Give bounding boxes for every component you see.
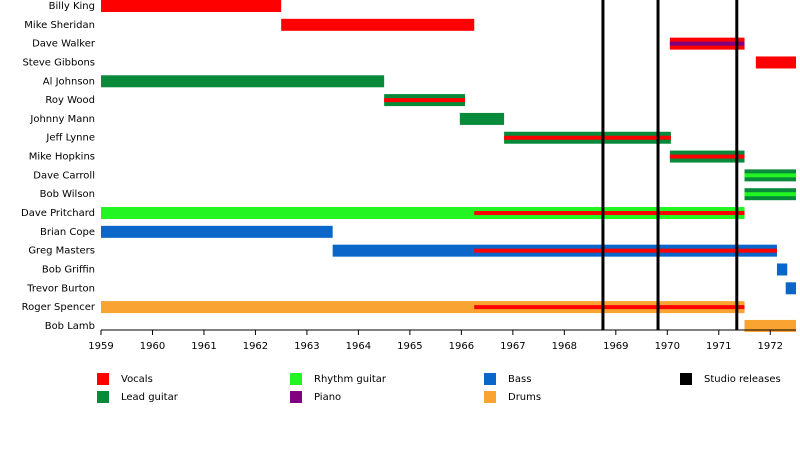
secondary-role-bar xyxy=(744,192,796,197)
member-name: Bob Wilson xyxy=(40,189,95,200)
member-name: Mike Sheridan xyxy=(24,20,95,31)
legend-swatch xyxy=(97,391,109,403)
secondary-role-bar xyxy=(474,248,777,253)
member-name: Roy Wood xyxy=(45,95,95,106)
legend-swatch xyxy=(680,373,692,385)
legend-label: Piano xyxy=(314,392,341,403)
member-name: Brian Cope xyxy=(40,227,95,238)
member-name: Roger Spencer xyxy=(22,302,96,313)
legend-label: Lead guitar xyxy=(121,392,179,403)
secondary-role-bar xyxy=(744,173,796,178)
member-name: Al Johnson xyxy=(43,76,95,87)
role-bar xyxy=(281,18,475,31)
x-tick-label: 1966 xyxy=(449,341,474,352)
legend-swatch xyxy=(290,373,302,385)
role-bar xyxy=(459,112,505,125)
role-bar xyxy=(776,263,788,276)
x-tick-label: 1960 xyxy=(140,341,165,352)
role-bar xyxy=(744,319,796,332)
x-tick-label: 1964 xyxy=(346,341,371,352)
secondary-role-bar xyxy=(669,41,745,46)
x-tick-label: 1965 xyxy=(397,341,422,352)
legend-swatch xyxy=(484,373,496,385)
member-name: Bob Lamb xyxy=(45,321,95,332)
role-bar xyxy=(755,56,796,69)
member-name: Johnny Mann xyxy=(29,114,95,125)
member-name: Mike Hopkins xyxy=(29,152,95,163)
x-tick-label: 1962 xyxy=(243,341,268,352)
member-name: Trevor Burton xyxy=(26,283,95,294)
member-name: Dave Carroll xyxy=(33,170,95,181)
member-name: Greg Masters xyxy=(28,246,95,257)
role-bar xyxy=(101,225,333,238)
member-name: Steve Gibbons xyxy=(22,57,95,68)
legend-label: Drums xyxy=(508,392,541,403)
secondary-role-bar xyxy=(474,305,745,310)
member-name: Bob Griffin xyxy=(42,264,95,275)
legend-swatch xyxy=(290,391,302,403)
x-tick-label: 1967 xyxy=(500,341,525,352)
x-tick-label: 1959 xyxy=(88,341,113,352)
x-tick-label: 1970 xyxy=(655,341,680,352)
legend-swatch xyxy=(97,373,109,385)
x-tick-label: 1971 xyxy=(706,341,731,352)
legend-swatch xyxy=(484,391,496,403)
secondary-role-bar xyxy=(504,135,671,140)
secondary-role-bar xyxy=(474,211,745,216)
role-bar xyxy=(101,207,745,220)
secondary-role-bar xyxy=(384,98,465,103)
x-tick-label: 1968 xyxy=(552,341,577,352)
member-name: Dave Walker xyxy=(32,39,96,50)
member-name: Jeff Lynne xyxy=(45,133,95,144)
role-bar xyxy=(101,0,282,12)
role-bar xyxy=(101,75,385,88)
x-tick-label: 1969 xyxy=(603,341,628,352)
member-name: Dave Pritchard xyxy=(21,208,95,219)
x-tick-label: 1963 xyxy=(294,341,319,352)
legend-label: Vocals xyxy=(121,374,153,385)
legend-label: Studio releases xyxy=(704,374,781,385)
x-tick-label: 1961 xyxy=(191,341,216,352)
legend-label: Bass xyxy=(508,374,531,385)
legend-label: Rhythm guitar xyxy=(314,374,387,385)
x-tick-label: 1972 xyxy=(758,341,783,352)
role-bar xyxy=(785,282,796,295)
secondary-role-bar xyxy=(669,154,745,159)
member-name: Billy King xyxy=(49,1,95,12)
role-bar xyxy=(101,301,745,314)
